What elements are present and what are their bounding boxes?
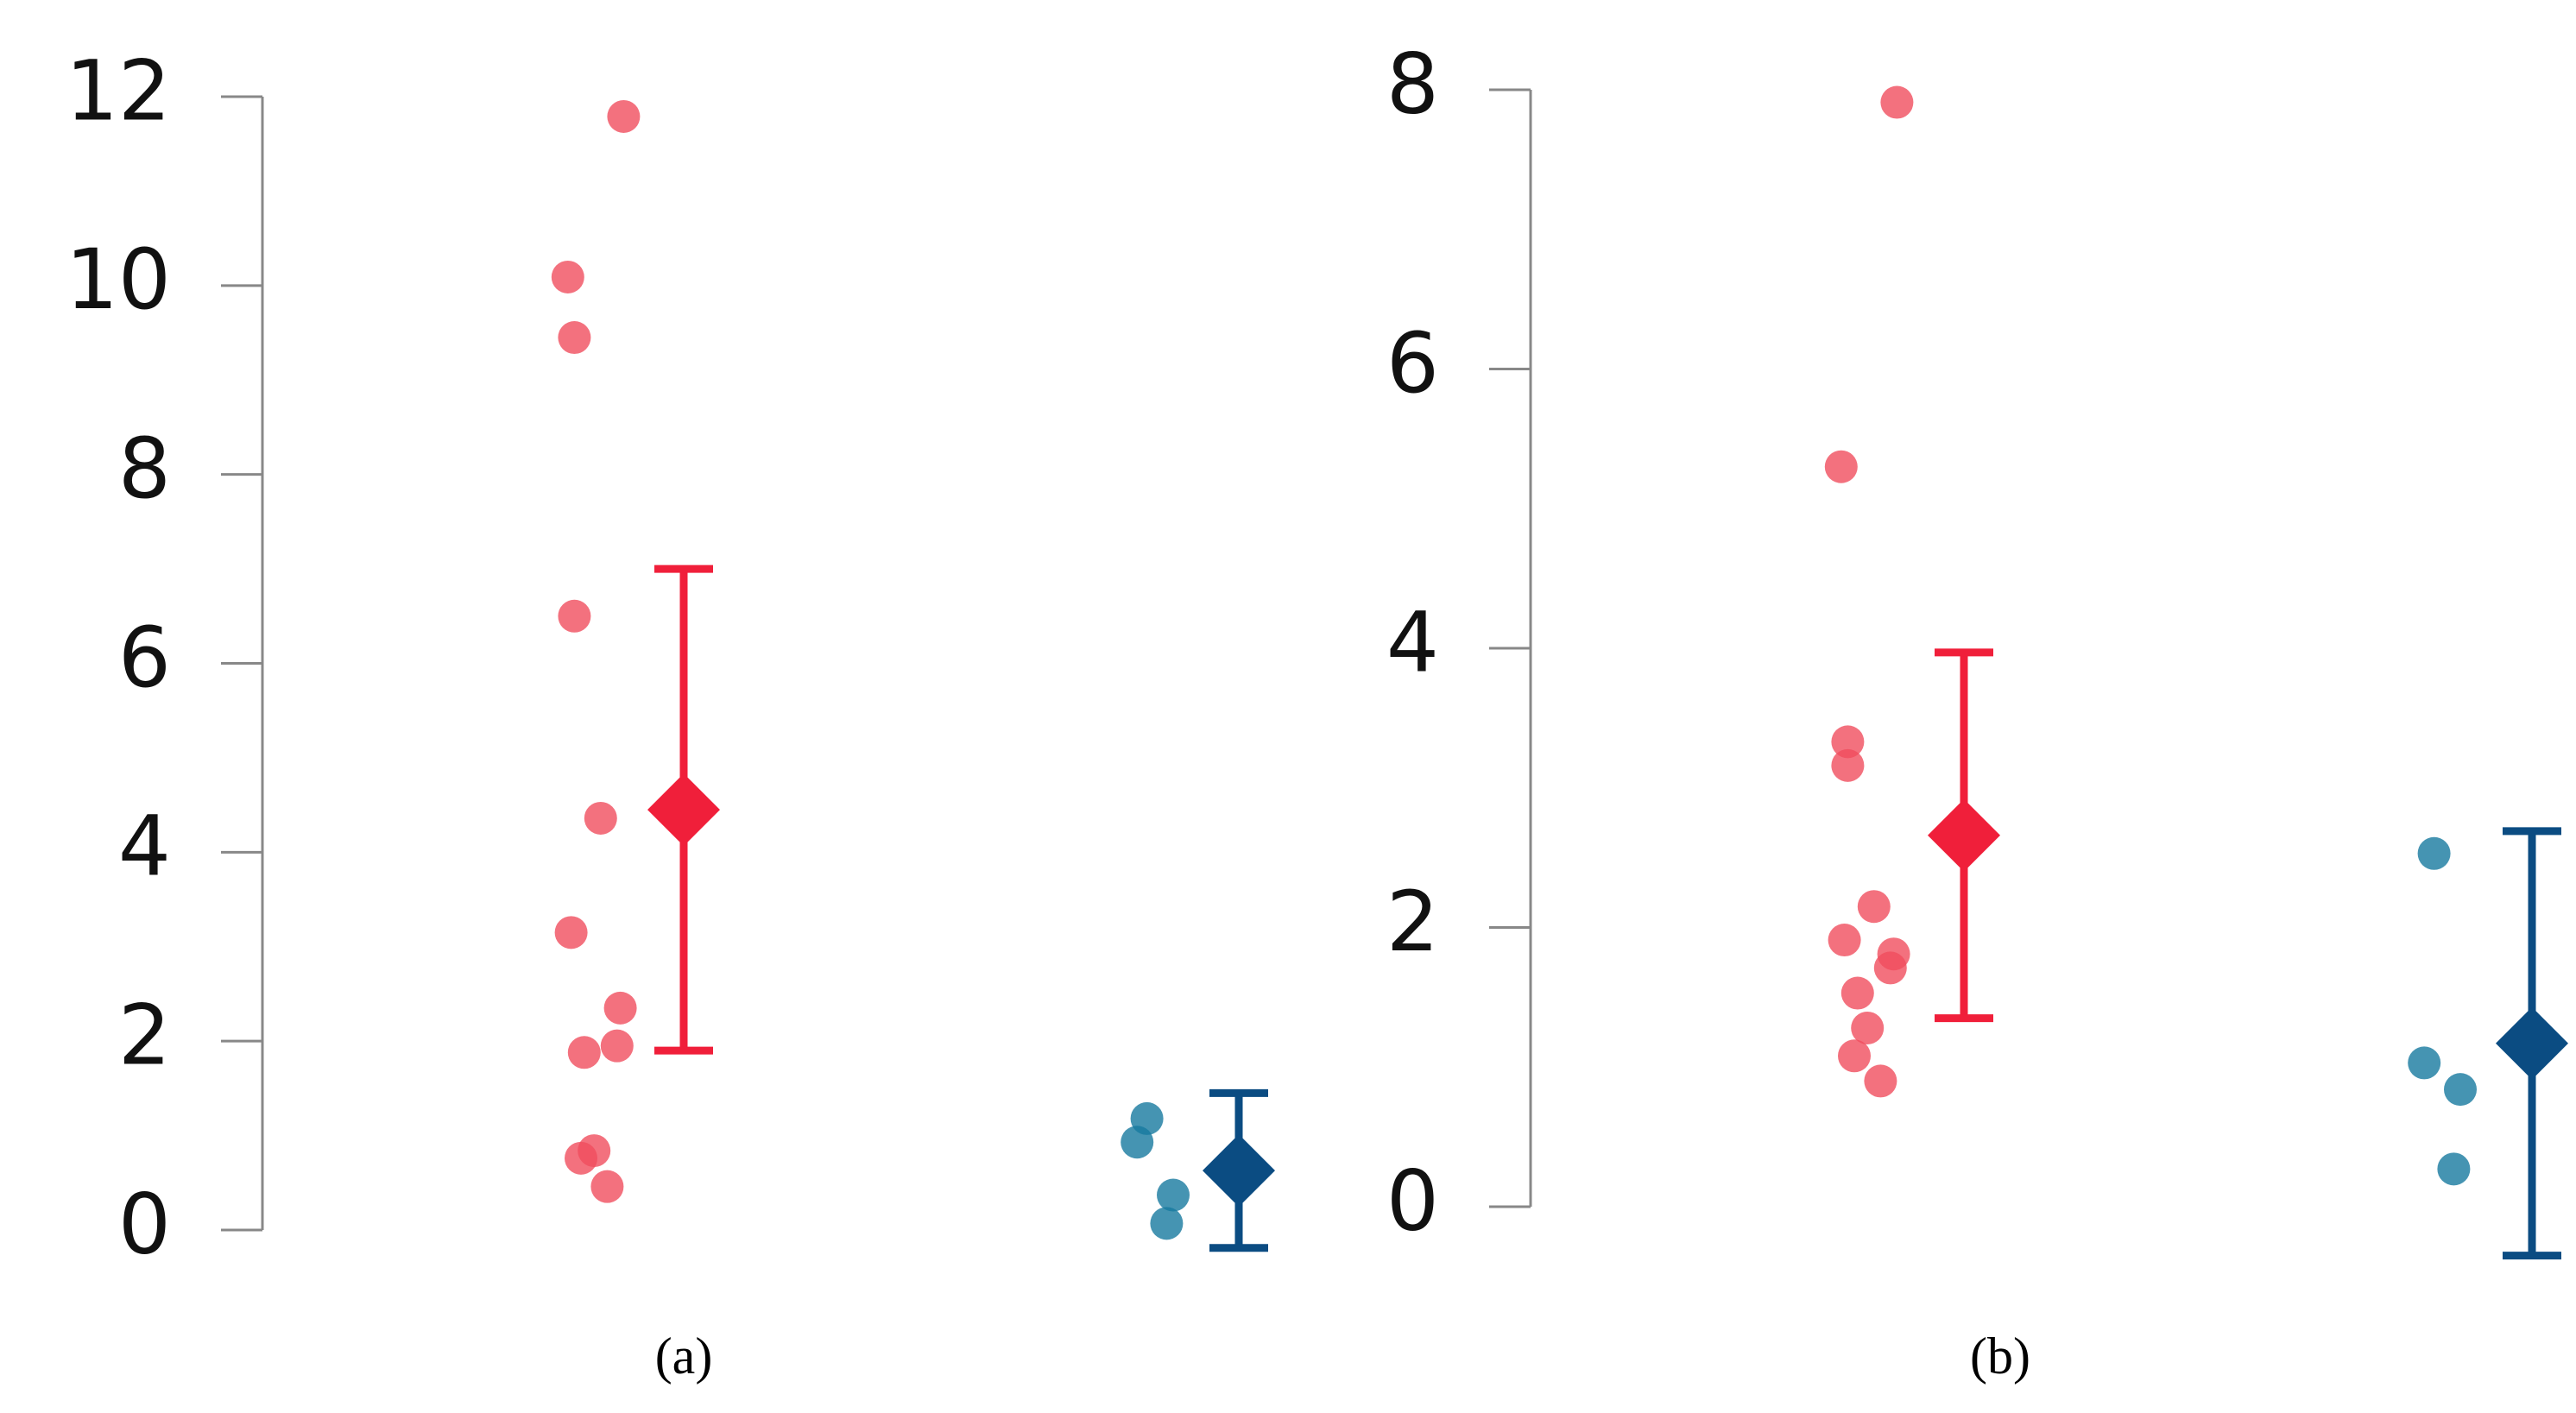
- y-tick-label: 2: [118, 987, 171, 1084]
- data-point: [554, 916, 588, 949]
- y-tick-label: 10: [66, 231, 171, 328]
- panel-label: (a): [655, 1328, 713, 1385]
- y-tick-label: 8: [1386, 35, 1439, 132]
- mean-marker: [647, 773, 720, 847]
- data-point: [607, 99, 641, 133]
- data-point: [565, 1141, 597, 1175]
- data-point: [590, 1170, 624, 1203]
- data-point: [2437, 1152, 2471, 1186]
- mean-marker: [1203, 1134, 1275, 1208]
- y-tick-label: 4: [1386, 594, 1439, 691]
- data-point: [584, 801, 617, 835]
- data-point: [600, 1029, 634, 1063]
- data-point: [1150, 1207, 1184, 1240]
- mean-marker: [1928, 798, 2000, 872]
- data-point: [1121, 1126, 1154, 1159]
- data-point: [1840, 976, 1874, 1010]
- data-point: [551, 260, 584, 293]
- data-point: [1873, 951, 1907, 985]
- data-point: [1838, 1039, 1871, 1073]
- mean-marker: [2496, 1006, 2568, 1080]
- y-tick-label: 8: [118, 420, 171, 517]
- data-point: [1824, 450, 1858, 483]
- y-tick-label: 0: [118, 1176, 171, 1272]
- data-point: [1851, 1011, 1885, 1044]
- data-point: [1831, 748, 1865, 782]
- y-tick-label: 2: [1386, 874, 1439, 970]
- data-point: [558, 321, 591, 355]
- y-tick-label: 6: [1386, 315, 1439, 412]
- data-point: [1831, 725, 1865, 759]
- data-point: [2408, 1046, 2441, 1080]
- data-point: [558, 599, 591, 633]
- data-point: [2417, 836, 2451, 870]
- y-tick-label: 12: [66, 42, 171, 139]
- y-tick-label: 6: [118, 609, 171, 706]
- y-tick-label: 0: [1386, 1152, 1439, 1249]
- data-point: [567, 1036, 601, 1069]
- data-point: [1880, 85, 1914, 119]
- data-point: [2444, 1073, 2477, 1107]
- data-point: [603, 991, 637, 1025]
- data-point: [1857, 890, 1891, 924]
- y-tick-label: 4: [118, 798, 171, 895]
- panel-label: (b): [1970, 1328, 2030, 1385]
- data-point: [1157, 1178, 1190, 1212]
- data-point: [1828, 924, 1861, 957]
- data-point: [1864, 1064, 1897, 1098]
